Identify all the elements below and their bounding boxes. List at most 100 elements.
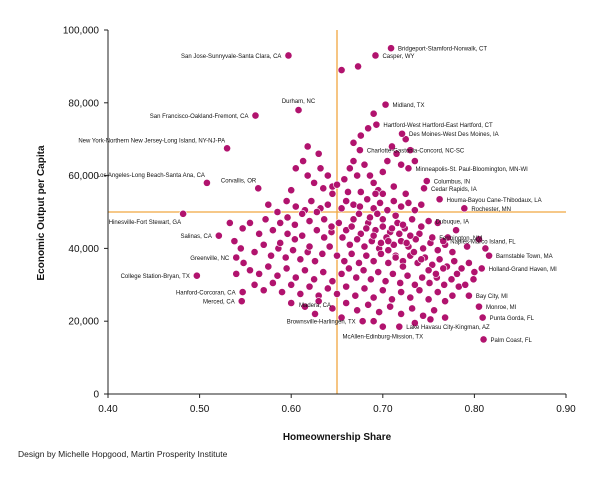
data-point [364,300,373,309]
data-point [303,142,312,151]
axes: 0.40 0.50 0.60 0.70 0.80 0.90 0 20,000 40,000 60,… [63,26,576,416]
labeled-data-point [223,144,231,153]
data-point [425,279,434,287]
data-point [408,215,417,224]
data-point [377,239,385,247]
data-point [369,231,378,240]
y-tick-label: 40,000 [68,244,99,255]
data-point [389,197,398,205]
data-point [366,213,374,222]
data-point [232,269,241,278]
data-point [307,197,316,205]
data-point [410,157,419,165]
labeled-data-point [422,177,431,185]
labeled-data-point [428,233,437,242]
data-point [371,189,380,198]
point-label: Des Moines-West Des Moines, IA [409,132,499,138]
data-point [259,240,268,249]
data-point [356,131,365,140]
data-point [417,222,426,231]
data-point [433,288,442,296]
data-point [281,253,290,262]
point-label: Midland, TX [393,103,425,109]
data-point [287,280,296,289]
data-point [273,271,282,280]
data-point [406,146,415,155]
point-label: Merced, CA [203,300,235,306]
data-point [401,135,410,144]
labeled-data-point [251,111,260,120]
labeled-data-point [478,313,487,322]
point-label: Bay City, MI [476,294,508,300]
point-label: San Francisco-Oakland-Fremont, CA [150,114,249,120]
data-point [349,138,358,147]
data-point [261,215,270,224]
point-label: Dubuque, IA [436,220,469,226]
labeled-data-point [179,209,188,218]
labeled-data-point [192,271,201,280]
data-point [291,202,300,211]
point-label: Holland-Grand Haven, MI [489,267,557,273]
point-label: Los Angeles-Long Beach-Santa Ana, CA [97,173,205,179]
data-point [376,198,384,207]
data-point [378,168,387,176]
labeled-data-point [387,44,395,53]
data-point [259,286,268,295]
y-tick-label: 20,000 [68,317,99,328]
data-point [246,219,254,227]
data-point [384,237,393,246]
point-label: Columbus, IN [434,180,470,186]
data-point [417,255,426,264]
data-point [373,209,382,218]
y-tick-label: 0 [93,390,99,401]
data-point [337,269,346,278]
data-point [344,188,352,196]
data-point [369,109,378,118]
point-label: Monroe, MI [486,305,517,311]
data-point [296,255,305,264]
data-point [397,288,406,296]
data-point [282,197,291,205]
data-point [454,282,463,291]
data-point [310,275,318,284]
data-point [291,273,300,282]
y-tick-label: 100,000 [63,26,100,37]
point-label: Charlotte-Gastonia-Concord, NC-SC [367,149,465,155]
data-point [337,204,346,213]
data-point [353,235,362,244]
data-point [433,246,442,255]
data-point [305,217,314,225]
data-point [305,282,314,291]
labeled-data-point [424,217,433,225]
data-point [291,164,300,173]
x-tick-label: 0.40 [98,404,118,415]
data-point [296,289,305,298]
data-point [314,297,323,306]
data-point [410,248,418,256]
data-point [441,297,449,306]
data-point [417,200,426,209]
labeled-data-point [355,146,364,155]
data-point [268,226,277,235]
data-point [238,224,247,233]
data-point [448,291,457,300]
data-point [388,295,396,304]
data-point [319,184,328,193]
data-point [388,142,396,151]
data-point [366,275,375,284]
data-point [354,62,362,71]
data-point [325,242,334,251]
data-point [384,259,393,267]
data-point [282,264,291,273]
point-label: Lake Havasu City-Kingman, AZ [406,325,490,331]
data-point [239,259,248,267]
data-points [179,44,493,344]
labeled-data-point [404,164,413,173]
data-point [353,171,362,180]
labeled-data-point [465,291,473,300]
data-point [448,248,457,256]
data-point [419,311,428,320]
labeled-data-point [372,120,381,129]
data-point [347,222,356,231]
data-point [396,279,405,287]
